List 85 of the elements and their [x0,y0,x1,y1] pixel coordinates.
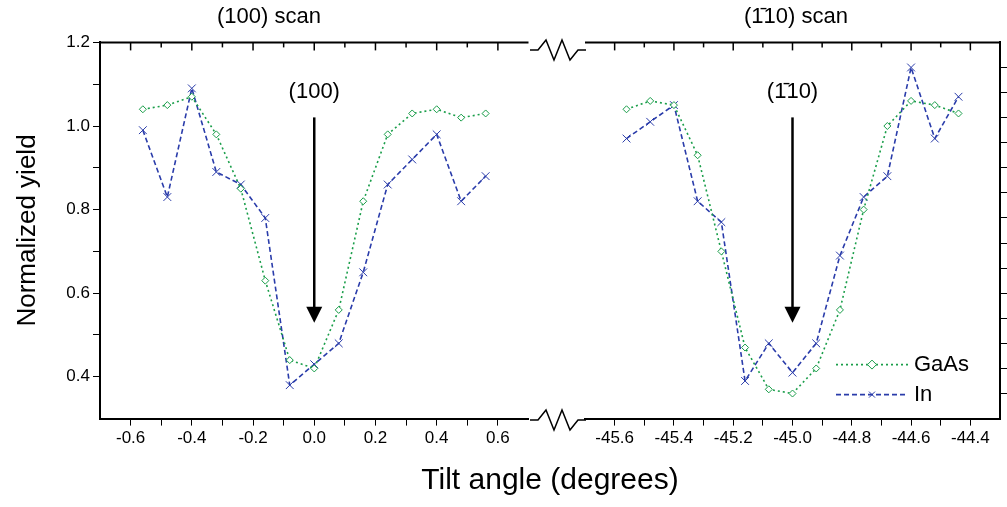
point [930,134,940,143]
point [740,376,750,386]
y-tick-label: 1.0 [66,115,90,135]
point [358,267,368,277]
point [310,364,319,373]
point [432,105,441,114]
y-tick-label: 0.4 [66,366,90,386]
point [907,96,916,105]
point [334,305,343,314]
y-tick-label: 1.2 [66,32,90,52]
annotation: (100) [288,78,340,104]
point [693,196,703,206]
x-axis-title: Tilt angle (degrees) [420,462,680,496]
x-tick-label: -44.8 [832,428,872,448]
point [432,129,442,139]
chart-title: (1̄10) scan [744,3,848,29]
point [716,217,726,227]
y-tick-label: 0.8 [66,199,90,219]
y-tick-label: 0.6 [66,282,90,302]
point [261,276,270,285]
point [811,338,821,348]
point [717,247,726,256]
point [162,192,172,202]
x-tick-label: -0.4 [177,428,207,448]
point [764,385,773,394]
point [741,343,750,352]
point [187,92,196,101]
point [645,117,655,127]
point [930,101,939,110]
point [835,251,845,260]
point [693,151,702,160]
point [334,338,344,348]
point [954,109,963,118]
point [236,184,245,193]
point [383,130,392,139]
x-tick-label: -44.6 [891,428,931,448]
x-tick-label: -45.4 [654,428,694,448]
point [622,105,631,114]
point [359,197,368,206]
point [383,180,393,189]
point [481,171,491,181]
point [906,63,916,72]
x-tick-label: -0.6 [115,428,146,448]
point [138,105,147,114]
point [163,101,172,110]
point [138,125,148,135]
y-axis-title: Normalized yield [10,134,41,327]
legend-label: GaAs [914,350,970,376]
point [835,305,844,314]
x-tick-label: -0.2 [238,428,268,448]
point [212,130,221,139]
legend-label: In [914,380,933,406]
point [260,213,270,223]
point [456,196,466,206]
point [309,359,319,369]
point [408,109,417,118]
point [646,96,655,105]
point [457,113,466,122]
x-tick-label: -45.2 [713,428,753,448]
x-tick-label: -45.6 [595,428,635,448]
point [236,180,246,189]
point [407,155,417,164]
point [788,368,797,378]
annotation: (1̄10) [766,78,819,104]
point [481,109,490,118]
point [859,192,869,202]
chart-title: (100) scan [217,3,321,29]
point [187,83,197,93]
point [883,122,892,130]
x-tick-label: 0.4 [424,428,449,448]
point [622,134,631,143]
point [764,338,774,348]
x-tick-label: 0.2 [363,428,388,448]
point [859,205,868,214]
point [285,380,295,390]
x-tick-label: -45.0 [773,428,812,448]
point [812,364,821,373]
point [285,356,294,365]
point [882,171,892,181]
x-tick-label: -44.4 [950,428,990,448]
x-tick-label: 0.0 [302,428,327,448]
point [954,92,963,102]
point [211,167,221,177]
x-tick-label: 0.6 [486,428,510,448]
point [788,389,797,398]
